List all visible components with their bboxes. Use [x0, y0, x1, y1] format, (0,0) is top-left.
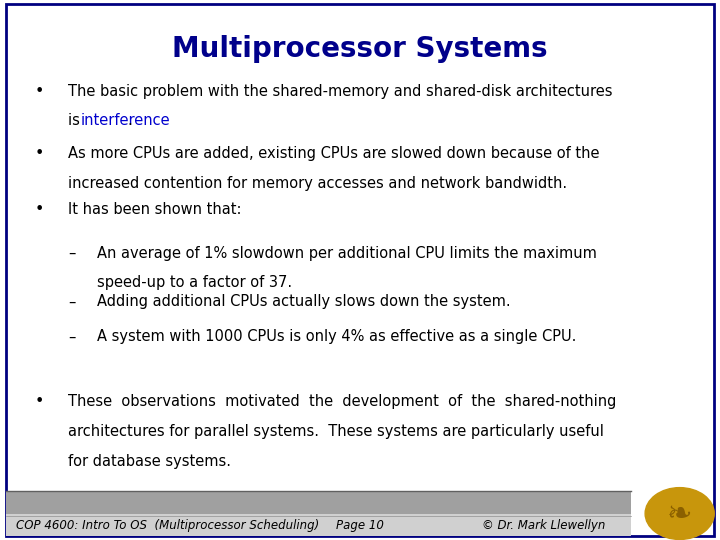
- Text: is: is: [68, 113, 85, 129]
- Text: –: –: [68, 294, 76, 309]
- Text: for database systems.: for database systems.: [68, 454, 231, 469]
- Text: increased contention for memory accesses and network bandwidth.: increased contention for memory accesses…: [68, 176, 567, 191]
- Text: © Dr. Mark Llewellyn: © Dr. Mark Llewellyn: [482, 519, 606, 532]
- Bar: [6, 491, 631, 516]
- Text: These  observations  motivated  the  development  of  the  shared-nothing: These observations motivated the develop…: [68, 394, 617, 409]
- Text: The basic problem with the shared-memory and shared-disk architectures: The basic problem with the shared-memory…: [68, 84, 613, 99]
- Text: •: •: [35, 84, 45, 99]
- Text: –: –: [68, 246, 76, 261]
- Text: As more CPUs are added, existing CPUs are slowed down because of the: As more CPUs are added, existing CPUs ar…: [68, 146, 600, 161]
- Circle shape: [645, 488, 714, 539]
- Text: interference: interference: [81, 113, 170, 129]
- Text: Adding additional CPUs actually slows down the system.: Adding additional CPUs actually slows do…: [97, 294, 510, 309]
- Text: ❧: ❧: [667, 500, 693, 529]
- Text: –: –: [68, 329, 76, 345]
- Text: COP 4600: Intro To OS  (Multiprocessor Scheduling): COP 4600: Intro To OS (Multiprocessor Sc…: [16, 519, 319, 532]
- Bar: [6, 515, 631, 536]
- Text: speed-up to a factor of 37.: speed-up to a factor of 37.: [97, 275, 292, 291]
- Text: •: •: [35, 146, 45, 161]
- Text: It has been shown that:: It has been shown that:: [68, 202, 242, 218]
- Text: A system with 1000 CPUs is only 4% as effective as a single CPU.: A system with 1000 CPUs is only 4% as ef…: [97, 329, 577, 345]
- Text: An average of 1% slowdown per additional CPU limits the maximum: An average of 1% slowdown per additional…: [97, 246, 597, 261]
- Text: architectures for parallel systems.  These systems are particularly useful: architectures for parallel systems. Thes…: [68, 424, 604, 439]
- Text: •: •: [35, 394, 45, 409]
- Text: •: •: [35, 202, 45, 218]
- Text: Multiprocessor Systems: Multiprocessor Systems: [172, 35, 548, 63]
- Text: .: .: [128, 113, 132, 129]
- Text: Page 10: Page 10: [336, 519, 384, 532]
